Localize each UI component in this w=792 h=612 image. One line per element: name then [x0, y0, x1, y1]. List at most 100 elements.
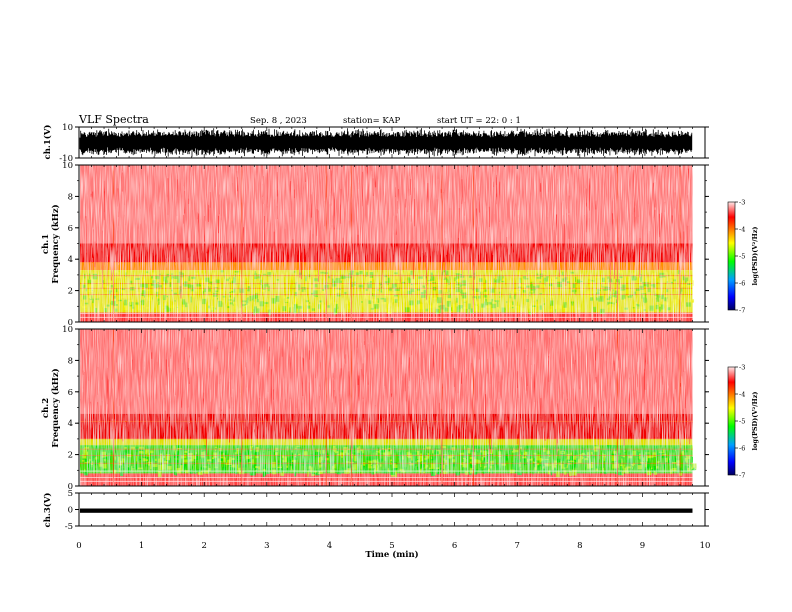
spectrogram-speckle — [165, 286, 167, 288]
spectrogram-speckle — [318, 464, 322, 468]
spectrogram-striation — [255, 175, 257, 207]
spectrogram-speckle — [394, 299, 398, 303]
spectrogram-speckle — [451, 459, 456, 465]
spectrogram-striation — [138, 228, 140, 244]
spectrogram-speckle — [143, 449, 145, 455]
spectrogram-striation — [357, 362, 359, 386]
spectrogram-speckle — [470, 463, 473, 466]
spectrogram-speckle — [208, 309, 211, 312]
spectrogram-striation — [411, 414, 413, 420]
spectrogram-speckle — [516, 271, 521, 275]
spectrogram-speckle — [455, 273, 460, 279]
spectrogram-speckle — [526, 271, 531, 273]
x-tick-label: 9 — [640, 541, 645, 551]
spectrogram-speckle — [490, 282, 493, 286]
spectrogram-speckle — [430, 463, 436, 469]
spectrogram-speckle — [640, 276, 642, 282]
spectrogram-speckle — [345, 300, 349, 304]
spectrogram-speckle — [255, 293, 258, 298]
spectrogram-striation — [492, 237, 494, 256]
spectrogram-speckle — [189, 284, 194, 288]
spectrogram-speckle — [432, 450, 434, 454]
spectrogram-striation — [393, 215, 395, 233]
spectrogram-striation — [389, 219, 390, 249]
spectrogram-speckle — [296, 447, 301, 449]
spectrogram-speckle — [383, 448, 388, 455]
spectrogram-speckle — [631, 466, 633, 470]
spectrogram-striation — [339, 394, 341, 426]
spectrogram-speckle — [303, 295, 306, 299]
spectrogram-striation — [657, 405, 659, 437]
spectrogram-speckle — [389, 302, 392, 307]
spectrogram-striation — [593, 406, 595, 419]
spectrogram-speckle — [174, 459, 180, 465]
spectrogram-striation — [629, 377, 630, 420]
spectrogram-speckle — [524, 450, 527, 454]
spectrogram-striation — [82, 388, 84, 393]
spectrogram-striation — [608, 408, 610, 428]
spectrogram-speckle — [321, 466, 324, 470]
spectrogram-striation — [230, 230, 232, 244]
spectrogram-speckle — [523, 278, 529, 280]
spectrogram-striation — [673, 393, 674, 424]
spectrogram-speckle — [193, 455, 198, 460]
spectrogram-speckle — [253, 296, 255, 302]
spectrogram-speckle — [572, 455, 577, 460]
spectrogram-speckle — [88, 462, 91, 468]
spectrogram-speckle — [638, 463, 641, 466]
spectrogram-speckle — [314, 283, 318, 288]
spectrogram-speckle — [223, 464, 226, 470]
spectrogram-speckle — [123, 304, 128, 311]
spectrogram-striation — [324, 200, 326, 227]
spectrogram-speckle — [632, 307, 635, 309]
spectrogram-striation — [433, 344, 435, 377]
spectrogram-speckle — [488, 465, 492, 469]
spectrogram-speckle — [557, 305, 562, 309]
spectrogram-speckle — [142, 471, 145, 473]
spectrogram-speckle — [428, 467, 431, 470]
spectrogram-speckle — [98, 295, 100, 298]
spectrogram-speckle — [536, 304, 539, 306]
spectrogram-speckle — [613, 301, 615, 305]
spectrogram-striation — [479, 186, 480, 213]
spectrogram-speckle — [285, 272, 288, 275]
spectrogram-striation — [135, 224, 137, 243]
spectrogram-speckle — [590, 280, 595, 282]
spectrogram-speckle — [208, 286, 211, 292]
spectrogram-speckle — [538, 464, 542, 467]
spectrogram-speckle — [582, 456, 585, 460]
spectrogram-speckle — [365, 272, 368, 277]
spectrogram-speckle — [314, 451, 320, 458]
spectrogram-speckle — [236, 454, 240, 460]
spectrogram-speckle — [199, 467, 205, 470]
spectrogram-speckle — [254, 468, 259, 471]
spectrogram-striation — [265, 361, 266, 399]
spectrogram-speckle — [542, 468, 547, 472]
spectrogram-speckle — [219, 452, 223, 454]
spectrogram-striation — [220, 393, 222, 410]
spectrogram-speckle — [564, 307, 569, 312]
spectrogram-speckle — [252, 447, 255, 450]
spectrogram-speckle — [623, 293, 625, 298]
spectrogram-speckle — [456, 306, 461, 313]
spectrogram-speckle — [104, 458, 106, 462]
spectrogram-speckle — [311, 292, 315, 295]
spectrogram-speckle — [451, 462, 457, 467]
spectrogram-speckle — [621, 471, 624, 476]
spectrogram-speckle — [498, 451, 502, 458]
spectrogram-speckle — [283, 469, 287, 472]
spectrogram-striation — [255, 248, 257, 255]
spectrogram-speckle — [173, 275, 179, 279]
spectrogram-speckle — [187, 284, 191, 289]
spectrogram-striation — [209, 415, 211, 422]
spectrogram-speckle — [621, 457, 625, 459]
spectrogram-striation — [658, 213, 660, 238]
spectrogram-speckle — [416, 288, 422, 291]
spectrogram-striation — [176, 173, 178, 191]
spectrogram-speckle — [673, 279, 676, 282]
spectrogram-speckle — [423, 471, 426, 474]
ch3-waveform-line — [80, 508, 693, 513]
spectrogram-striation — [108, 379, 110, 418]
spectrogram-speckle — [523, 275, 527, 279]
spectrogram-speckle — [424, 466, 427, 469]
